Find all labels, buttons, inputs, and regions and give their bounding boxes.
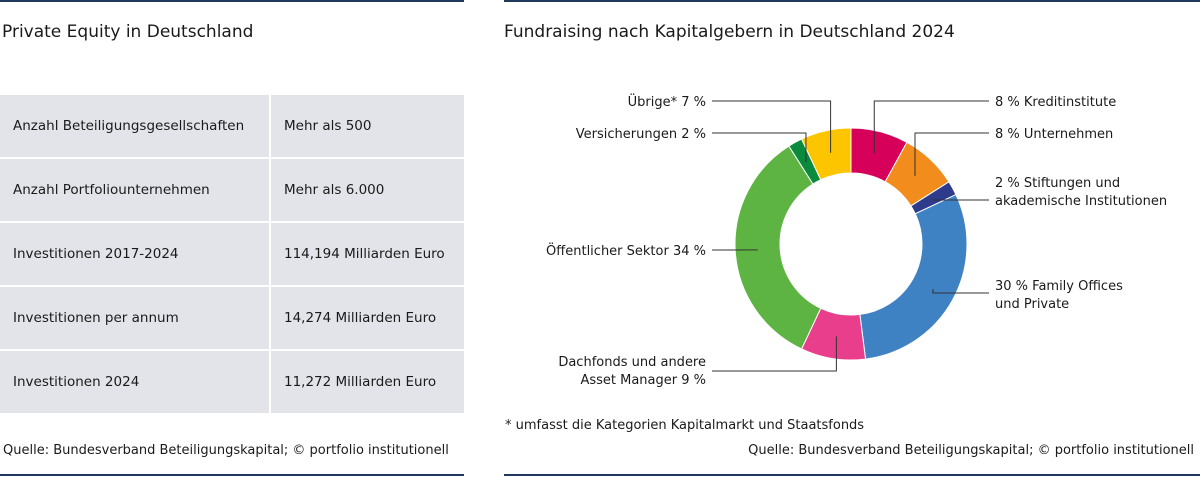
- slice-label: 8 % Unternehmen: [995, 127, 1113, 142]
- row-label: Anzahl Beteiligungsgesellschaften: [0, 95, 271, 159]
- donut-slice: [734, 145, 822, 350]
- slice-label: 2 % Stiftungen und akademische Institutio…: [995, 176, 1167, 209]
- donut-chart: 8 % Kreditinstitute 8 % Unternehmen 2 % St…: [546, 93, 1167, 388]
- leader-line: [932, 198, 989, 201]
- row-value: 114,194 Milliarden Euro: [270, 222, 464, 287]
- chart-title: Fundraising nach Kapitalgebern in Deutsc…: [504, 22, 955, 42]
- slice-labels: 8 % Kreditinstitute 8 % Unternehmen 2 % St…: [546, 93, 1167, 388]
- slice-label: Dachfonds und andere Asset Manager 9 %: [558, 355, 706, 388]
- bottom-rule-right: [504, 474, 1200, 476]
- row-value: 14,274 Milliarden Euro: [270, 286, 464, 351]
- slice-label: 30 % Family Offices und Private: [995, 279, 1123, 312]
- row-label: Investitionen 2024: [0, 350, 271, 415]
- donut-slices: [734, 127, 968, 361]
- slice-label: Übrige* 7 %: [628, 93, 706, 110]
- donut-slice: [800, 127, 852, 181]
- leader-line: [712, 132, 807, 163]
- row-label: Anzahl Portfoliounternehmen: [0, 158, 271, 223]
- table-row: Investitionen 2024 11,272 Milliarden Eur…: [0, 350, 464, 415]
- leader-line: [914, 132, 989, 176]
- chart-footnote: * umfasst die Kategorien Kapitalmarkt un…: [505, 418, 865, 433]
- slice-label: 8 % Kreditinstitute: [995, 95, 1116, 110]
- donut-slice: [859, 193, 968, 360]
- slice-label: Öffentlicher Sektor 34 %: [546, 242, 706, 259]
- left-source: Quelle: Bundesverband Beteiligungskapita…: [3, 443, 449, 458]
- table-row: Investitionen per annum 14,274 Milliarde…: [0, 286, 464, 351]
- bottom-rule-left: [0, 474, 464, 476]
- top-rule-right: [504, 0, 1200, 2]
- leader-lines: [712, 100, 989, 372]
- row-value: Mehr als 6.000: [270, 158, 464, 223]
- left-title: Private Equity in Deutschland: [2, 22, 254, 42]
- row-label: Investitionen 2017-2024: [0, 222, 271, 287]
- table-row: Anzahl Beteiligungsgesellschaften Mehr a…: [0, 95, 464, 159]
- row-value: 11,272 Milliarden Euro: [270, 350, 464, 415]
- row-label: Investitionen per annum: [0, 286, 271, 351]
- info-table: Anzahl Beteiligungsgesellschaften Mehr a…: [0, 95, 464, 415]
- leader-line: [873, 100, 989, 154]
- leader-line: [712, 336, 837, 372]
- top-rule-left: [0, 0, 464, 2]
- table-row: Anzahl Portfoliounternehmen Mehr als 6.0…: [0, 158, 464, 223]
- slice-label: Versicherungen 2 %: [576, 127, 706, 142]
- leader-line: [712, 100, 832, 153]
- table-row: Investitionen 2017-2024 114,194 Milliard…: [0, 222, 464, 287]
- leader-line: [932, 289, 989, 294]
- right-source: Quelle: Bundesverband Beteiligungskapita…: [748, 443, 1194, 458]
- row-value: Mehr als 500: [270, 95, 464, 159]
